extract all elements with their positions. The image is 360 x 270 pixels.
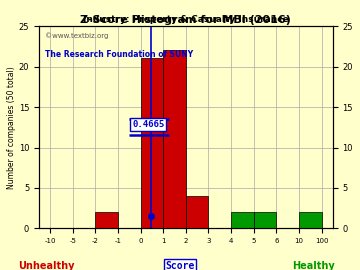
Bar — [95, 212, 118, 228]
Text: ©www.textbiz.org: ©www.textbiz.org — [45, 32, 108, 39]
Text: Unhealthy: Unhealthy — [19, 261, 75, 270]
Bar — [141, 59, 163, 228]
Text: Healthy: Healthy — [292, 261, 334, 270]
Bar — [231, 212, 254, 228]
Bar — [163, 50, 186, 228]
Text: 0.4665: 0.4665 — [132, 120, 164, 129]
Bar — [186, 196, 208, 228]
Bar — [254, 212, 276, 228]
Bar — [299, 212, 321, 228]
Y-axis label: Number of companies (50 total): Number of companies (50 total) — [7, 66, 16, 189]
Text: The Research Foundation of SUNY: The Research Foundation of SUNY — [45, 50, 193, 59]
Text: Score: Score — [165, 261, 195, 270]
Text: Industry: Property & Casualty Insurance: Industry: Property & Casualty Insurance — [83, 15, 289, 24]
Title: Z-Score Histogram for MBI (2016): Z-Score Histogram for MBI (2016) — [80, 15, 291, 25]
